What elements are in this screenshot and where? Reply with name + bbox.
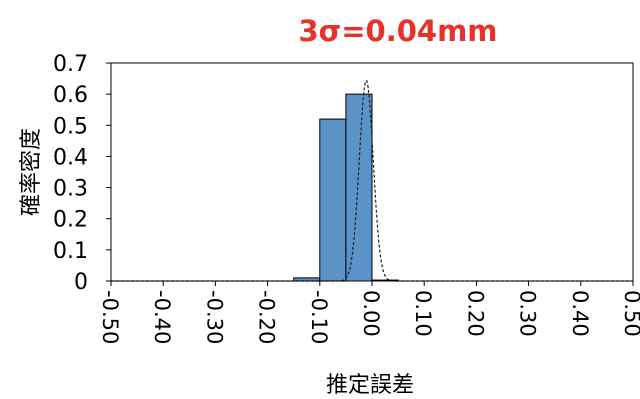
x-tick-label: -0.20 (255, 290, 279, 344)
y-tick-label: 0.6 (53, 83, 88, 108)
y-tick-label: 0.3 (53, 177, 88, 202)
y-tick-label: 0.4 (53, 145, 88, 170)
x-tick-label: -0.10 (307, 290, 331, 344)
x-tick-label: -0.30 (202, 290, 226, 344)
y-tick-label: 0.2 (53, 208, 88, 233)
x-axis-ticks: -0.50 -0.40 -0.30 -0.20 -0.10 0.00 0.10 0.20 0.3… (98, 281, 640, 344)
y-tick-label: 0 (74, 270, 88, 295)
y-tick-label: 0.7 (53, 52, 88, 77)
x-tick-label: 0.10 (411, 290, 435, 337)
x-axis-label: 推定誤差 (326, 373, 414, 398)
chart-title: 3σ=0.04mm (298, 14, 497, 48)
y-tick-label: 0.1 (53, 239, 88, 264)
x-tick-label: 0.40 (568, 290, 592, 337)
bars (293, 93, 399, 282)
x-tick-label: -0.40 (150, 290, 174, 344)
x-tick-label: 0.30 (516, 290, 540, 337)
y-axis-ticks: 0 0.1 0.2 0.3 0.4 0.5 0.6 0.7 (53, 52, 111, 295)
x-tick-label: 0.20 (463, 290, 487, 337)
plot-area-frame (110, 62, 634, 282)
histogram-bar (345, 93, 373, 282)
histogram-bar (319, 118, 347, 282)
x-tick-label: -0.50 (98, 290, 122, 344)
x-tick-label: 0.00 (359, 290, 383, 337)
y-axis-label: 確率密度 (19, 128, 44, 216)
x-tick-label: 0.50 (620, 290, 640, 337)
y-tick-label: 0.5 (53, 114, 88, 139)
